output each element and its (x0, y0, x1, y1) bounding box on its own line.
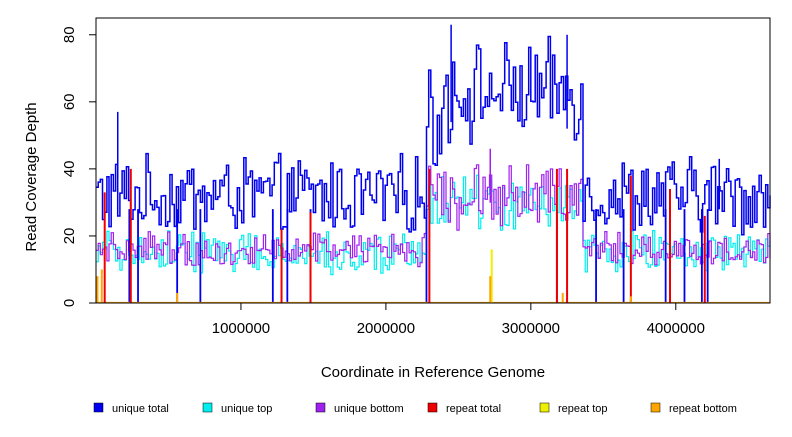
y-tick-label: 0 (61, 299, 78, 307)
legend: unique total unique top unique bottom repea… (93, 402, 737, 415)
x-tick-label: 4000000 (647, 320, 705, 337)
plot-area (96, 24, 771, 304)
y-tick-label: 80 (61, 26, 78, 43)
legend-label: repeat total (446, 403, 501, 415)
legend-label: unique bottom (334, 403, 404, 415)
legend-label: unique top (221, 403, 272, 415)
x-tick-label: 2000000 (357, 320, 415, 337)
x-axis-label: Coordinate in Reference Genome (321, 364, 545, 381)
legend-swatch (202, 402, 213, 413)
series-line-unique-top (96, 174, 771, 276)
y-tick-label: 20 (61, 228, 78, 245)
legend-label: repeat bottom (669, 403, 737, 415)
y-tick-label: 60 (61, 93, 78, 110)
series-line-unique-bottom (96, 164, 771, 268)
legend-swatch (427, 402, 438, 413)
legend-swatch (539, 402, 550, 413)
y-tick-label: 40 (61, 161, 78, 178)
axes: 1000000 2000000 3000000 4000000 0 20 40 60 80 (61, 26, 705, 337)
series-line-unique-total (96, 35, 771, 236)
legend-swatch (650, 402, 661, 413)
legend-label: unique total (112, 403, 169, 415)
x-tick-label: 1000000 (212, 320, 270, 337)
legend-swatch (93, 402, 104, 413)
legend-label: repeat top (558, 403, 608, 415)
legend-swatch (315, 402, 326, 413)
y-axis-label: Read Coverage Depth (23, 102, 40, 251)
x-tick-label: 3000000 (502, 320, 560, 337)
